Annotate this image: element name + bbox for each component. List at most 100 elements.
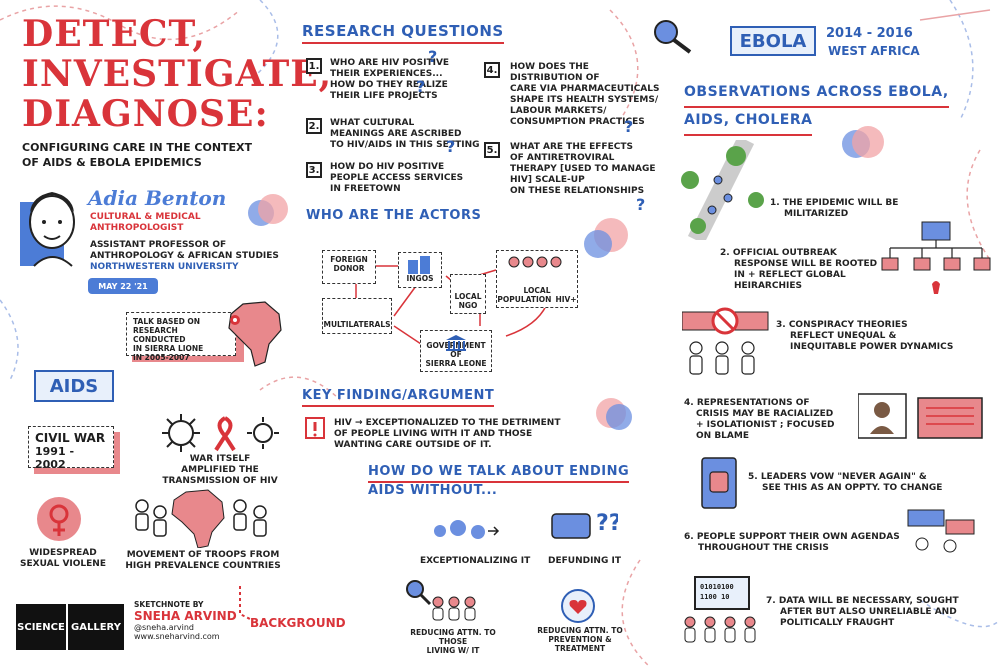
q1-line-1: WHO ARE HIV POSITIVE	[330, 58, 450, 68]
svg-text:?: ?	[428, 47, 437, 66]
observations-heading: OBSERVATIONS ACROSS EBOLA, AIDS, CHOLERA	[684, 80, 949, 136]
ending-item-4-line-2: PREVENTION &	[548, 635, 612, 644]
obs-4-line-3: + ISOLATIONIST ; FOCUSED	[696, 420, 835, 430]
militarized-road-icon	[681, 140, 764, 240]
artist-name: SNEHA ARVIND	[134, 609, 237, 623]
question-marks-icon: ??? ??	[416, 47, 645, 214]
q4-text: HOW DOES THE DISTRIBUTION OF CARE VIA PH…	[510, 62, 659, 128]
q1-number: 1.	[306, 58, 322, 74]
title-line-2: INVESTIGATE,	[22, 53, 333, 95]
alert-icon	[305, 417, 325, 439]
conspiracy-banner-icon	[682, 307, 769, 375]
svg-text:?: ?	[446, 137, 455, 156]
defunding-icon: ??	[551, 511, 618, 539]
q4-line-1: HOW DOES THE	[510, 62, 589, 72]
people-group-icon	[508, 256, 562, 268]
actor-local-population: LOCAL POPULATION HIV+	[496, 250, 578, 308]
talk-date-badge: MAY 22 '21	[88, 278, 158, 294]
research-heading: RESEARCH QUESTIONS	[302, 22, 504, 44]
title-line-1: DETECT,	[22, 13, 206, 55]
gov-line-2: SIERRA LEONE	[425, 359, 487, 368]
q1-line-2: THEIR EXPERIENCES...	[330, 69, 443, 79]
q5-line-2: OF ANTIRETROVIRAL	[510, 153, 615, 163]
female-symbol-icon	[37, 497, 81, 541]
violence-note: WIDESPREAD SEXUAL VIOLENE	[18, 548, 108, 570]
ingo-buildings-icon	[408, 256, 430, 274]
binary-line-2: 1100 10	[700, 593, 730, 601]
ending-item-1: EXCEPTIONALIZING IT	[420, 556, 531, 566]
q5-line-1: WHAT ARE THE EFFECTS	[510, 142, 633, 152]
speaker-position-line-1: ASSISTANT PROFESSOR OF	[90, 240, 227, 250]
actor-government: GOVERNMENT OF SIERRA LEONE	[420, 330, 492, 372]
violence-note-line-1: WIDESPREAD	[29, 548, 97, 558]
actor-foreign-donor: FOREIGN DONOR	[322, 250, 376, 284]
donor-line-2: DONOR	[333, 264, 365, 273]
sketchnote-credit: SKETCHNOTE BY SNEHA ARVIND @sneha.arvind…	[134, 600, 237, 641]
actor-local-ngo: LOCAL NGO	[450, 274, 486, 314]
troops-africa-icon	[135, 489, 267, 548]
ending-heading-line-1: HOW DO WE TALK ABOUT ENDING	[368, 464, 630, 483]
artist-site: www.sneharvind.com	[134, 632, 220, 641]
sketch-by-label: SKETCHNOTE BY	[134, 600, 204, 609]
obs-2-line-4: HEIRARCHIES	[734, 281, 802, 291]
multilaterals-label: MULTILATERALS	[323, 320, 391, 329]
obs-2-line-3: IN + REFLECT GLOBAL	[734, 270, 846, 280]
troops-note-line-2: HIGH PREVALENCE COUNTRIES	[125, 561, 281, 571]
civil-war-box: CIVIL WAR 1991 - 2002	[28, 426, 114, 471]
magnifier-icon	[406, 580, 432, 606]
africa-map-icon	[228, 301, 282, 367]
actors-heading: WHO ARE THE ACTORS	[306, 208, 482, 223]
key-finding-heading: KEY FINDING/ARGUMENT	[302, 388, 495, 407]
speaker-role-line-1: CULTURAL & MEDICAL	[90, 212, 201, 222]
gov-line-1: GOVERNMENT OF	[426, 341, 486, 359]
speaker-role-line-2: ANTHROPOLOGIST	[90, 223, 184, 233]
exceptionalizing-icon	[434, 520, 500, 539]
crowd-icon	[684, 616, 756, 643]
violence-note-line-2: SEXUAL VIOLENE	[20, 559, 106, 569]
obs-2-line-2: RESPONSE WILL BE ROOTED	[734, 259, 878, 269]
subtitle-line-1: CONFIGURING CARE IN THE CONTEXT	[22, 141, 253, 154]
subtitle-line-2: OF AIDS & EBOLA EPIDEMICS	[22, 156, 202, 169]
ebola-region: WEST AFRICA	[828, 44, 920, 58]
q4-number: 4.	[484, 62, 500, 78]
logo-science: SCIENCE	[16, 604, 66, 650]
binary-line-1: 01010100	[700, 583, 734, 591]
hiv-plus-label: HIV+	[555, 295, 577, 304]
artist-handle: @sneha.arvind	[134, 623, 194, 632]
q3-line-3: IN FREETOWN	[330, 184, 401, 194]
svg-text:?: ?	[624, 117, 633, 136]
civil-war-years: 1991 - 2002	[35, 445, 75, 471]
local-pop-row: POPULATION HIV+	[497, 295, 577, 304]
obs-3-line-3: INEQUITABLE POWER DYNAMICS	[790, 342, 954, 352]
war-note-line-1: WAR ITSELF	[189, 454, 251, 464]
aids-banner: AIDS	[34, 370, 114, 402]
venn-blue-circle-3	[606, 404, 632, 430]
virus-icon-2	[247, 417, 279, 449]
obs-heading-line-2: AIDS, CHOLERA	[684, 108, 813, 136]
obs-4-line-1: 4. REPRESENTATIONS OF	[684, 398, 810, 408]
ending-item-3: REDUCING ATTN. TO THOSE LIVING W/ IT	[398, 628, 508, 655]
obs-4-line-4: ON BLAME	[696, 431, 749, 441]
speech-bubbles-icon	[907, 509, 975, 553]
ending-heading-line-2: AIDS WITHOUT...	[368, 483, 498, 498]
prevention-heart-icon	[561, 589, 595, 623]
ebola-banner: EBOLA	[730, 26, 816, 56]
actor-multilaterals: MULTILATERALS	[322, 298, 392, 334]
q5-line-4: HIV] SCALE-UP	[510, 175, 585, 185]
obs-5-line-2: SEE THIS AS AN OPPTY. TO CHANGE	[762, 483, 943, 493]
obs-7-line-2: AFTER BUT ALSO UNRELIABLE AND	[780, 607, 957, 617]
talk-note-line-3: IN SIERRA LIONE	[133, 344, 204, 353]
troops-note: MOVEMENT OF TROOPS FROM HIGH PREVALENCE …	[118, 550, 288, 572]
q2-line-1: WHAT CULTURAL	[330, 118, 415, 128]
q5-line-3: THERAPY [USED TO MANAGE	[510, 164, 656, 174]
ending-item-2: DEFUNDING IT	[548, 556, 621, 566]
background-arrow-icon	[239, 586, 253, 621]
vote-hand-icon	[701, 457, 737, 509]
binary-screen-icon: 01010100 1100 10	[694, 576, 750, 610]
obs-5-line-1: 5. LEADERS VOW "NEVER AGAIN" &	[748, 472, 927, 482]
q3-number: 3.	[306, 162, 322, 178]
q4-line-4: SHAPE ITS HEALTH SYSTEMS/	[510, 95, 659, 105]
ingos-label: INGOs	[406, 274, 434, 283]
q5-line-5: ON THESE RELATIONSHIPS	[510, 186, 645, 196]
